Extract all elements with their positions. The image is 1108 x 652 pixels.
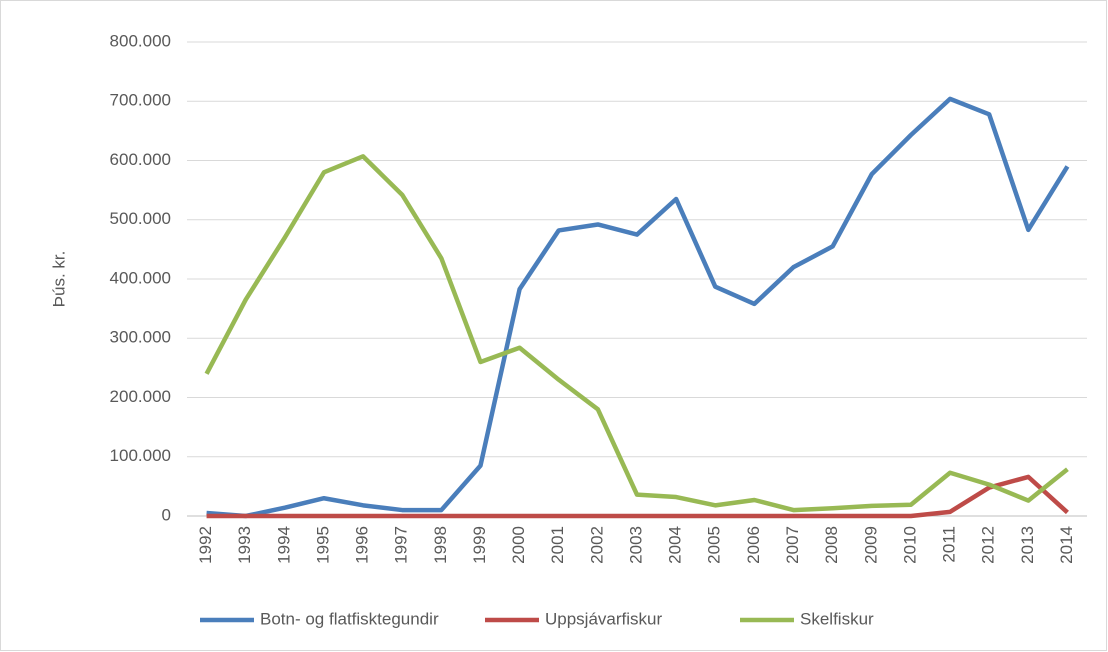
x-tick-label: 2008 — [822, 526, 841, 564]
y-tick-label: 100.000 — [110, 446, 171, 465]
legend-label: Botn- og flatfisktegundir — [260, 609, 439, 628]
x-tick-label: 1996 — [353, 526, 372, 564]
x-tick-label: 1999 — [470, 526, 489, 564]
x-tick-label: 1992 — [196, 526, 215, 564]
x-tick-label: 2010 — [900, 526, 919, 564]
x-tick-label: 1997 — [392, 526, 411, 564]
x-tick-label: 2009 — [861, 526, 880, 564]
x-tick-label: 2014 — [1057, 526, 1076, 564]
y-tick-label: 400.000 — [110, 268, 171, 287]
series-line — [206, 474, 1069, 519]
y-tick-label: 0 — [162, 505, 171, 524]
x-tick-label: 2011 — [940, 526, 959, 563]
y-axis-label: Þús. kr. — [49, 251, 68, 308]
x-tick-label: 2003 — [626, 526, 645, 564]
x-tick-label: 1993 — [235, 526, 254, 564]
series-line — [206, 96, 1070, 519]
y-tick-label: 500.000 — [110, 209, 171, 228]
x-tick-label: 1998 — [431, 526, 450, 564]
legend-label: Skelfiskur — [800, 609, 874, 628]
x-tick-label: 2004 — [666, 526, 685, 564]
x-tick-label: 2000 — [509, 526, 528, 564]
x-tick-label: 2012 — [979, 526, 998, 564]
y-tick-label: 800.000 — [110, 31, 171, 50]
x-tick-label: 1995 — [313, 526, 332, 564]
y-tick-label: 600.000 — [110, 150, 171, 169]
y-tick-label: 700.000 — [110, 91, 171, 110]
x-tick-label: 2002 — [587, 526, 606, 564]
x-tick-label: 2013 — [1018, 526, 1037, 564]
x-tick-label: 1994 — [274, 526, 293, 564]
series-line — [204, 154, 1069, 513]
legend-label: Uppsjávarfiskur — [545, 609, 662, 628]
x-tick-label: 2001 — [548, 526, 567, 564]
x-tick-label: 2007 — [783, 526, 802, 564]
y-tick-label: 300.000 — [110, 328, 171, 347]
x-tick-label: 2005 — [705, 526, 724, 564]
y-tick-label: 200.000 — [110, 387, 171, 406]
x-tick-label: 2006 — [744, 526, 763, 564]
